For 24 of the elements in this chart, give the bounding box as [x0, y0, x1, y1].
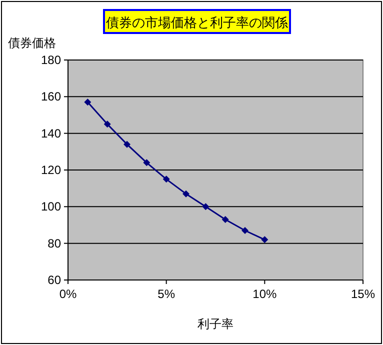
y-tick-label: 100 [40, 200, 62, 214]
x-tick-label: 10% [252, 287, 277, 301]
x-axis-title: 利子率 [198, 317, 234, 331]
y-tick-label: 160 [40, 90, 62, 104]
point [162, 176, 170, 183]
point [261, 236, 268, 244]
y-axis-title: 債券価格 [8, 36, 56, 50]
x-tick-label: 0% [59, 287, 77, 301]
y-tick-label: 180 [40, 53, 62, 67]
point [143, 159, 150, 166]
point [124, 140, 130, 148]
point [182, 190, 190, 198]
x-tick-label: 5% [158, 287, 176, 301]
chart-title: 債券の市場価格と利子率の関係 [106, 15, 288, 30]
y-tick-label: 80 [48, 236, 62, 250]
point [242, 227, 248, 234]
y-tick-label: 140 [40, 126, 62, 140]
y-tick-label: 120 [40, 163, 62, 177]
point [202, 203, 210, 210]
point [104, 120, 111, 128]
point [84, 98, 92, 106]
point [222, 216, 229, 223]
x-tick-label: 15% [350, 287, 376, 301]
y-tick-label: 60 [48, 273, 62, 287]
